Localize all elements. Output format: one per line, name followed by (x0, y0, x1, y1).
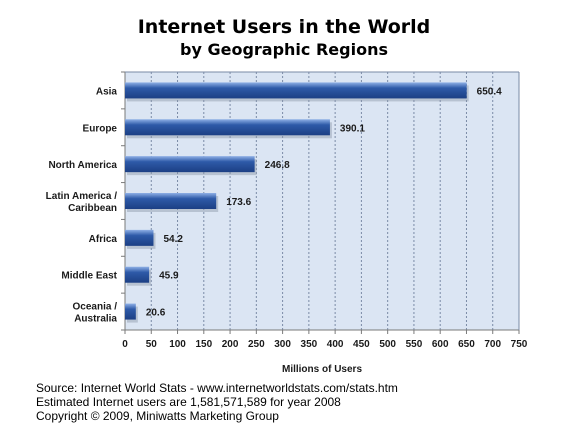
x-tick-label: 300 (274, 339, 291, 350)
category-label: Europe (83, 123, 118, 134)
x-tick-label: 650 (458, 339, 475, 350)
value-label: 390.1 (340, 123, 365, 134)
chart-title: Internet Users in the World (138, 16, 431, 38)
category-label-line: Australia (74, 314, 117, 325)
x-tick-label: 600 (432, 339, 449, 350)
category-label-line: Africa (89, 234, 118, 245)
category-label: Middle East (61, 271, 117, 282)
x-tick-label: 700 (484, 339, 501, 350)
x-tick-label: 0 (122, 339, 128, 350)
bars (125, 82, 469, 323)
category-label-line: Latin America / (46, 191, 118, 202)
bar (125, 193, 217, 209)
x-tick-label: 550 (406, 339, 423, 350)
x-tick-label: 150 (195, 339, 212, 350)
bar (125, 303, 136, 320)
category-label: Latin America / Caribbean (46, 191, 118, 214)
source-note: Source: Internet World Stats - www.inter… (36, 381, 398, 395)
value-label: 54.2 (163, 234, 183, 245)
category-label-line: Oceania / (73, 302, 118, 313)
x-tick-label: 100 (169, 339, 186, 350)
value-label: 173.6 (226, 197, 251, 208)
chart-subtitle: by Geographic Regions (180, 40, 388, 59)
x-tick-label: 200 (222, 339, 239, 350)
category-label-line: Europe (83, 123, 118, 134)
bar (125, 229, 154, 246)
bar (125, 156, 255, 173)
x-tick-label: 750 (511, 339, 528, 350)
bar (125, 82, 467, 99)
tick-labels: 0 50 100 150 200 250 300 350 400 450 500 550 600 650 7… (122, 339, 528, 350)
x-tick-label: 50 (146, 339, 158, 350)
x-tick-label: 450 (353, 339, 370, 350)
category-label-line: Middle East (61, 271, 117, 282)
category-label: North America (48, 160, 117, 171)
category-label-line: Caribbean (68, 203, 117, 214)
x-tick-label: 250 (248, 339, 265, 350)
value-label: 650.4 (477, 86, 502, 97)
value-label: 246.8 (265, 160, 290, 171)
x-tick-label: 500 (379, 339, 396, 350)
x-tick-label: 400 (327, 339, 344, 350)
value-label: 20.6 (146, 308, 166, 319)
category-label: Africa (89, 234, 118, 245)
category-label: Oceania / Australia (73, 302, 118, 325)
category-labels: Asia Europe North America Latin America / Ca… (46, 86, 118, 324)
bar (125, 266, 150, 283)
category-label-line: North America (48, 160, 117, 171)
copyright-note: Copyright © 2009, Miniwatts Marketing Gr… (36, 409, 279, 423)
x-axis-label: Millions of Users (282, 364, 362, 375)
category-label: Asia (96, 86, 118, 97)
value-labels: 650.4 390.1 246.8 173.6 54.2 45.9 20.6 (146, 86, 502, 318)
bar (125, 119, 330, 136)
value-label: 45.9 (159, 271, 179, 282)
category-label-line: Asia (96, 86, 118, 97)
chart: Internet Users in the World by Geographi… (46, 16, 528, 375)
x-tick-label: 350 (301, 339, 318, 350)
estimate-note: Estimated Internet users are 1,581,571,5… (36, 395, 341, 409)
footer: Source: Internet World Stats - www.inter… (36, 381, 398, 423)
